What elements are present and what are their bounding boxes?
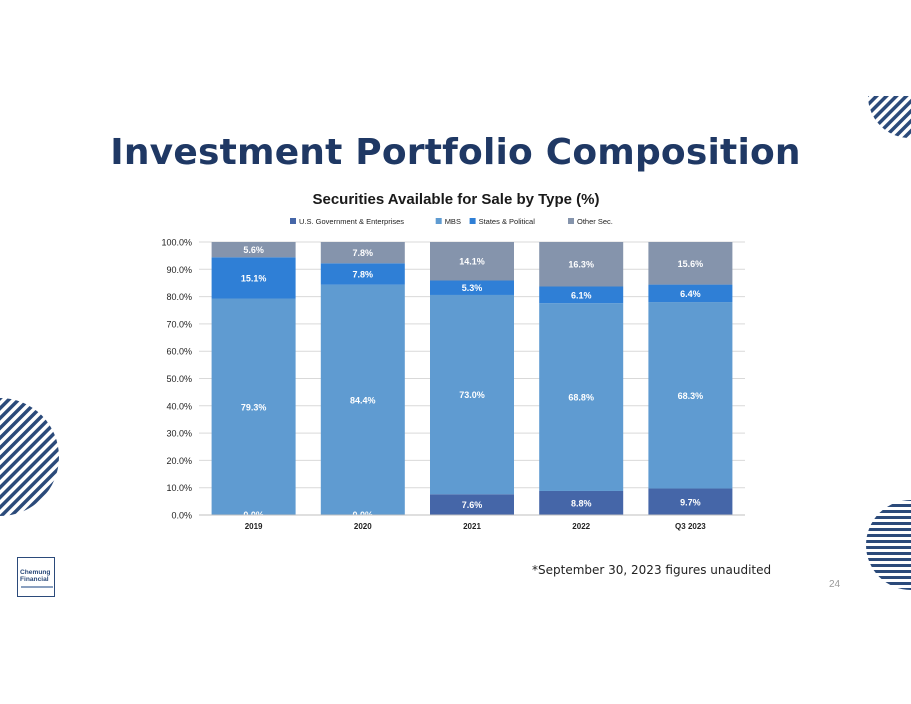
y-tick-label: 60.0% bbox=[166, 347, 192, 357]
y-tick-label: 90.0% bbox=[166, 265, 192, 275]
data-label: 79.3% bbox=[241, 402, 267, 412]
logo-underline bbox=[21, 586, 53, 588]
bar-segment bbox=[430, 494, 514, 515]
data-label: 6.1% bbox=[571, 290, 592, 300]
data-label: 6.4% bbox=[680, 289, 701, 299]
y-tick-label: 30.0% bbox=[166, 429, 192, 439]
bar-segment bbox=[430, 294, 514, 495]
data-label: 7.6% bbox=[462, 500, 483, 510]
data-label: 15.1% bbox=[241, 273, 267, 283]
data-label: 5.6% bbox=[243, 245, 264, 255]
bar-segment bbox=[539, 242, 624, 287]
x-tick-label: 2020 bbox=[354, 522, 372, 531]
bar-segment bbox=[648, 302, 733, 489]
legend-swatch bbox=[435, 218, 442, 224]
data-label: 8.8% bbox=[571, 498, 592, 508]
y-tick-label: 50.0% bbox=[166, 374, 192, 384]
chart-title: Securities Available for Sale by Type (%… bbox=[312, 191, 599, 208]
bar-segment bbox=[648, 488, 733, 515]
data-label: 7.8% bbox=[353, 248, 374, 258]
y-tick-label: 100.0% bbox=[161, 238, 192, 248]
y-tick-label: 80.0% bbox=[166, 292, 192, 302]
legend-label: U.S. Government & Enterprises bbox=[299, 217, 404, 226]
legend-label: States & Political bbox=[479, 217, 536, 226]
bar-segment bbox=[430, 280, 514, 295]
y-tick-label: 10.0% bbox=[166, 483, 192, 493]
bar-segment bbox=[539, 490, 624, 515]
data-label: 68.3% bbox=[678, 391, 704, 401]
data-label: 14.1% bbox=[459, 257, 485, 267]
bar-segment bbox=[648, 242, 733, 285]
bar-segment bbox=[430, 242, 514, 281]
y-tick-label: 40.0% bbox=[166, 401, 192, 411]
bar-segment bbox=[211, 257, 296, 299]
bar-segment bbox=[539, 303, 624, 491]
chart-legend: U.S. Government & Enterprises MBS States &… bbox=[290, 217, 613, 226]
x-axis: 2019 2020 2021 2022 Q3 2023 bbox=[199, 514, 745, 531]
y-axis: 0.0% 10.0% 20.0% 30.0% 40.0% 50.0% 60.0% 70.0% 8… bbox=[161, 238, 192, 521]
logo-text: Chemung Financial bbox=[20, 569, 51, 583]
x-tick-label: Q3 2023 bbox=[675, 522, 706, 531]
data-label: 7.8% bbox=[353, 269, 374, 279]
y-tick-label: 0.0% bbox=[171, 511, 192, 521]
decor-circle-left bbox=[0, 398, 59, 516]
footnote: *September 30, 2023 figures unaudited bbox=[532, 563, 772, 577]
page-number: 24 bbox=[829, 579, 841, 590]
bar-segment bbox=[539, 286, 624, 304]
company-logo: Chemung Financial bbox=[17, 557, 55, 597]
x-tick-label: 2022 bbox=[572, 522, 590, 531]
y-tick-label: 20.0% bbox=[166, 456, 192, 466]
data-label: 15.6% bbox=[678, 259, 704, 269]
chart-bars bbox=[211, 242, 733, 515]
legend-label: Other Sec. bbox=[577, 217, 613, 226]
data-label: 73.0% bbox=[459, 390, 485, 400]
bar-segment bbox=[320, 242, 405, 264]
decor-circle-top-right bbox=[868, 96, 911, 139]
data-label: 84.4% bbox=[350, 395, 376, 405]
legend-swatch bbox=[290, 218, 296, 224]
decor-circle-bottom-right bbox=[866, 500, 911, 590]
bar-segment bbox=[211, 298, 296, 515]
legend-label: MBS bbox=[445, 217, 461, 226]
x-tick-label: 2019 bbox=[245, 522, 263, 531]
slide-title: Investment Portfolio Composition bbox=[110, 132, 801, 173]
bar-segment bbox=[320, 284, 405, 515]
bar-segment bbox=[211, 242, 296, 258]
y-tick-label: 70.0% bbox=[166, 319, 192, 329]
data-label: 5.3% bbox=[462, 283, 483, 293]
legend-swatch bbox=[469, 218, 476, 224]
data-label: 16.3% bbox=[568, 260, 594, 270]
bar-segment bbox=[320, 263, 405, 285]
bar-segment bbox=[648, 284, 733, 303]
legend-swatch bbox=[568, 218, 574, 224]
data-label: 9.7% bbox=[680, 497, 701, 507]
x-tick-label: 2021 bbox=[463, 522, 481, 531]
data-label: 68.8% bbox=[568, 393, 594, 403]
